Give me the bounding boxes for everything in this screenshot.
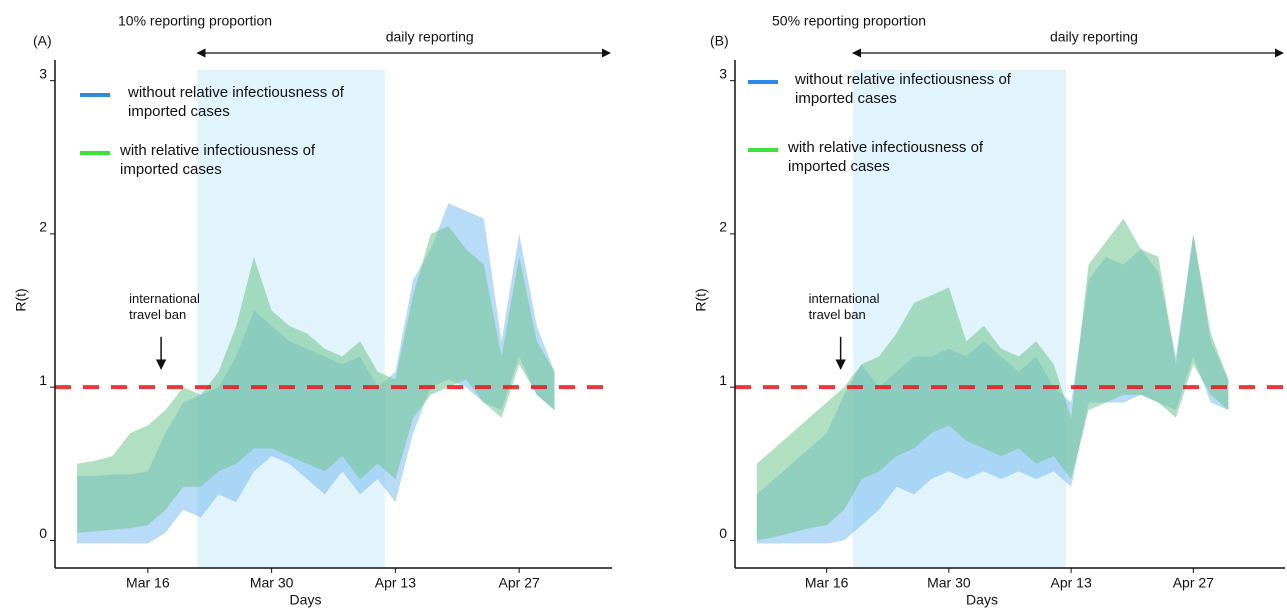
legend-label: with relative infectiousness of imported… — [788, 139, 984, 175]
y-axis-title: R(t) — [693, 288, 709, 311]
y-tick-label: 3 — [719, 65, 727, 81]
legend-label: without relative infectiousness of impor… — [795, 71, 1011, 107]
y-tick-label: 2 — [39, 219, 47, 235]
legend-label: without relative infectiousness of impor… — [128, 84, 344, 120]
x-tick-label: Mar 16 — [805, 575, 849, 591]
y-tick-label: 0 — [719, 525, 727, 541]
x-tick-label: Apr 27 — [499, 575, 540, 591]
x-tick-label: Apr 27 — [1173, 575, 1214, 591]
legend-label: with relative infectiousness of imported… — [120, 142, 316, 178]
panel-title: 10% reporting proportion — [118, 13, 272, 29]
x-tick-label: Mar 16 — [126, 575, 170, 591]
uncertainty-band — [77, 226, 555, 533]
y-tick-label: 2 — [719, 219, 727, 235]
x-tick-label: Apr 13 — [1050, 575, 1091, 591]
x-axis-title: Days — [290, 592, 322, 608]
x-axis-title: Days — [966, 592, 998, 608]
uncertainty-band — [756, 218, 1229, 541]
y-tick-label: 0 — [39, 525, 47, 541]
annotation-text: international travel ban — [129, 290, 200, 322]
reporting-label: daily reporting — [386, 29, 474, 45]
panel-title: 50% reporting proportion — [772, 13, 926, 29]
x-tick-label: Apr 13 — [375, 575, 416, 591]
annotation-text: international travel ban — [808, 290, 880, 322]
panel-label: (A) — [33, 33, 52, 49]
panel-label: (B) — [710, 33, 729, 49]
y-tick-label: 1 — [39, 372, 47, 388]
y-tick-label: 3 — [39, 65, 47, 81]
x-tick-label: Mar 30 — [927, 575, 971, 591]
y-axis-title: R(t) — [13, 288, 29, 311]
reporting-label: daily reporting — [1050, 29, 1138, 45]
x-tick-label: Mar 30 — [250, 575, 294, 591]
y-tick-label: 1 — [719, 372, 727, 388]
